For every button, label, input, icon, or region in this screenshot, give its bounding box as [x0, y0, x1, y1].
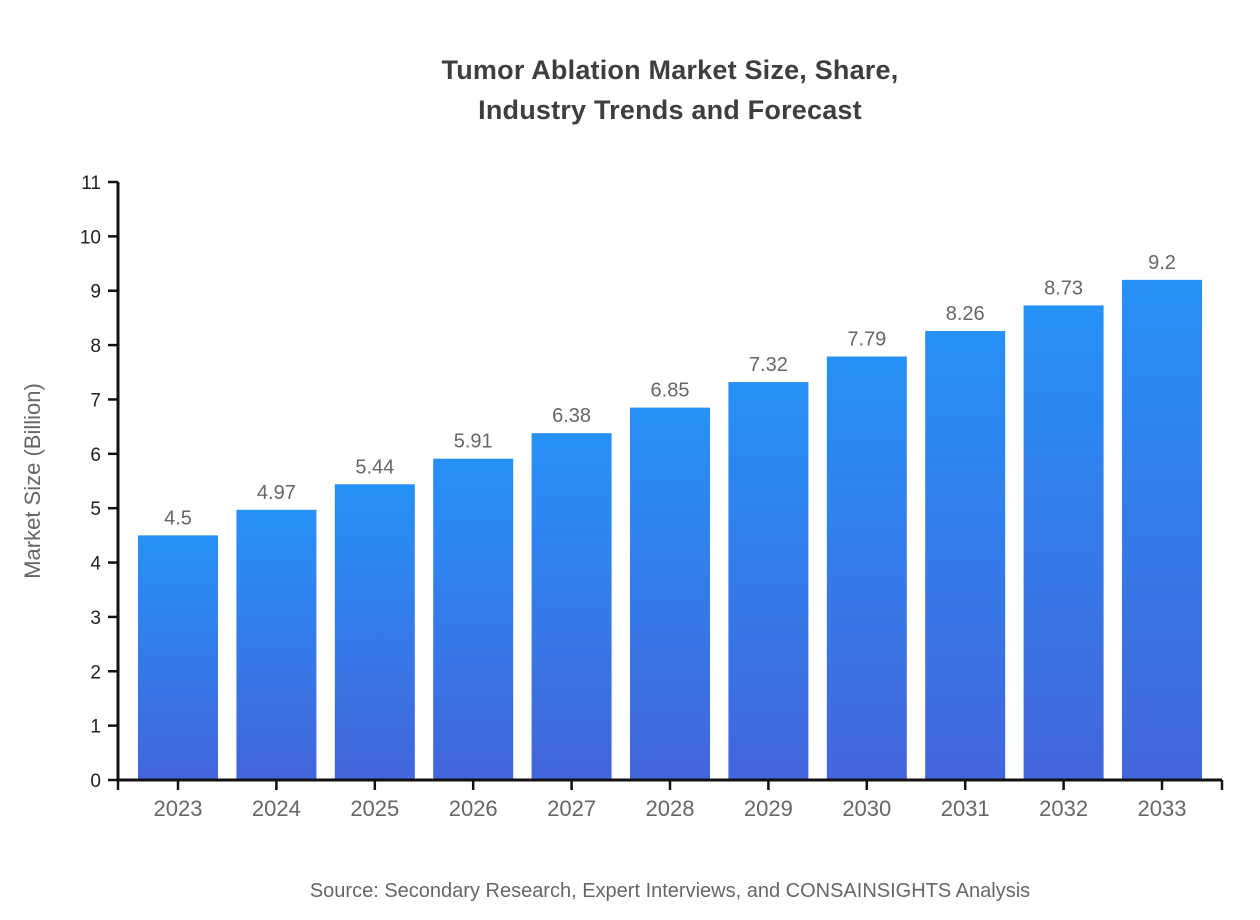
x-tick-label-2025: 2025	[350, 796, 399, 821]
x-tick-label-2030: 2030	[842, 796, 891, 821]
y-tick-label-7: 7	[90, 390, 101, 411]
bar-value-label-2028: 6.85	[651, 380, 690, 402]
y-tick-label-9: 9	[90, 282, 101, 303]
x-tick-label-2032: 2032	[1039, 796, 1088, 821]
y-tick-label-5: 5	[90, 499, 101, 520]
y-tick-label-3: 3	[90, 608, 101, 629]
y-tick-label-1: 1	[90, 717, 101, 738]
y-tick-label-11: 11	[81, 173, 101, 194]
x-tick-label-2026: 2026	[449, 796, 498, 821]
y-tick-label-2: 2	[90, 662, 101, 683]
x-tick-label-2031: 2031	[941, 796, 990, 821]
bar-2031	[925, 330, 1006, 780]
bar-2029	[728, 382, 809, 780]
bar-value-label-2025: 5.44	[355, 456, 394, 478]
chart-title-line2: Industry Trends and Forecast	[478, 95, 862, 125]
bar-value-label-2032: 8.73	[1044, 277, 1083, 299]
x-tick-label-2027: 2027	[547, 796, 596, 821]
x-tick-label-2023: 2023	[154, 796, 203, 821]
bar-value-label-2027: 6.38	[552, 405, 591, 427]
chart-title-line1: Tumor Ablation Market Size, Share,	[441, 55, 899, 85]
bar-value-label-2030: 7.79	[847, 329, 886, 351]
bar-value-label-2023: 4.5	[164, 507, 192, 529]
y-tick-label-8: 8	[90, 336, 101, 357]
bar-value-label-2031: 8.26	[946, 303, 985, 325]
bar-2030	[826, 356, 907, 780]
bar-2025	[334, 484, 415, 780]
bar-2026	[433, 458, 514, 780]
bar-value-label-2033: 9.2	[1148, 252, 1176, 274]
y-tick-label-4: 4	[90, 554, 101, 575]
chart-title: Tumor Ablation Market Size, Share, Indus…	[118, 50, 1222, 130]
bar-2032	[1023, 305, 1104, 780]
x-tick-label-2029: 2029	[744, 796, 793, 821]
bar-2023	[138, 535, 218, 780]
bar-2024	[236, 509, 317, 780]
bar-2033	[1122, 279, 1202, 780]
bar-value-label-2026: 5.91	[454, 431, 493, 453]
source-note: Source: Secondary Research, Expert Inter…	[309, 880, 1031, 902]
bar-value-label-2029: 7.32	[749, 354, 788, 376]
y-tick-label-10: 10	[80, 227, 101, 248]
bar-2028	[630, 407, 710, 780]
y-tick-label-6: 6	[90, 445, 101, 466]
y-tick-label-0: 0	[90, 771, 101, 792]
x-tick-label-2033: 2033	[1138, 796, 1187, 821]
x-tick-label-2028: 2028	[646, 796, 695, 821]
bar-value-label-2024: 4.97	[257, 482, 296, 504]
bar-2027	[531, 433, 612, 780]
x-tick-label-2024: 2024	[252, 796, 301, 821]
